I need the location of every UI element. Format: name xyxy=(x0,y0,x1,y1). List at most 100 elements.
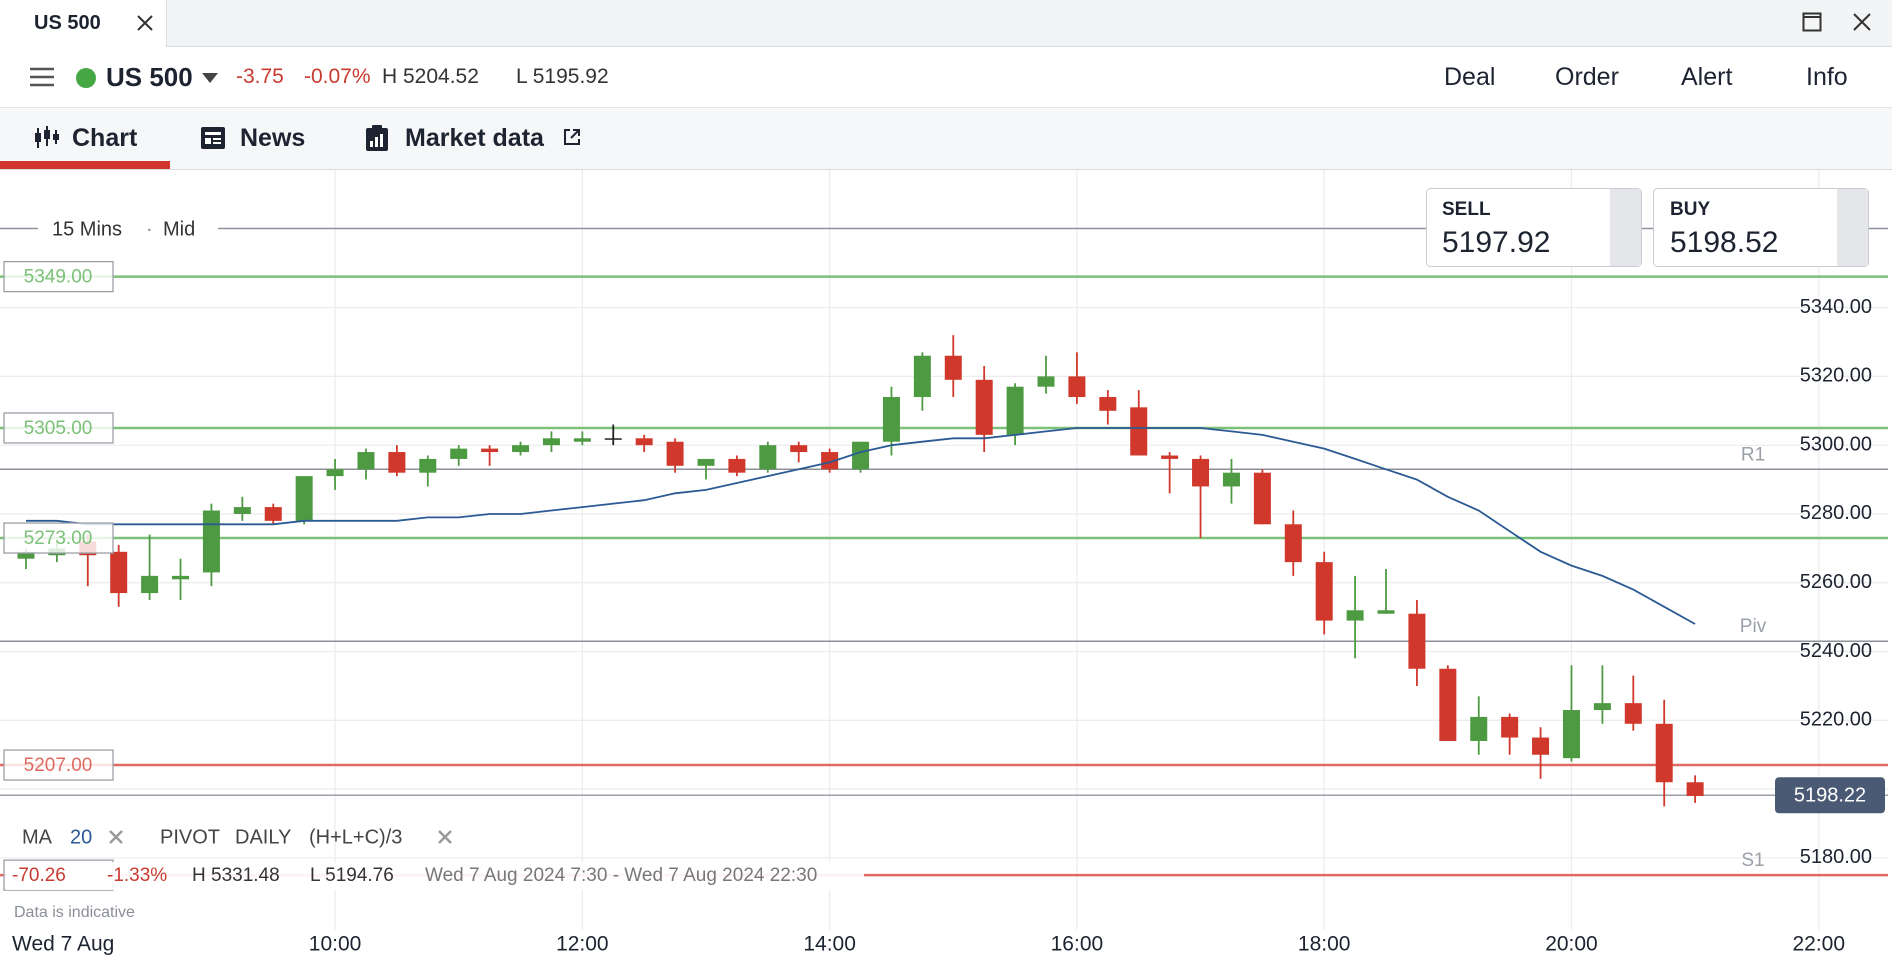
change-pct: -0.07% xyxy=(304,65,371,88)
candle-body xyxy=(790,445,808,453)
y-tick-label: 5180.00 xyxy=(1800,846,1872,868)
period-change: -70.26 xyxy=(12,865,66,886)
candle-body xyxy=(1562,710,1580,759)
candle-body xyxy=(1439,668,1457,741)
news-tab[interactable]: News xyxy=(240,124,306,152)
candle-body xyxy=(882,397,900,442)
level-label-box xyxy=(3,522,114,554)
candle-body xyxy=(1408,613,1426,669)
candle-body xyxy=(1284,524,1302,563)
toolbar: US 500 -3.75 -0.07% H 5204.52 L 5195.92 … xyxy=(0,47,1892,108)
pivot-formula[interactable]: (H+L+C)/3 xyxy=(309,826,402,848)
candle-body xyxy=(573,438,591,442)
remove-pivot-icon[interactable] xyxy=(438,830,452,844)
buy-ticket[interactable]: BUY 5198.52 xyxy=(1653,188,1869,267)
order-button[interactable]: Order xyxy=(1555,63,1619,91)
y-tick-label: 5280.00 xyxy=(1800,502,1872,524)
active-window-tab[interactable] xyxy=(0,0,167,47)
sell-box-stripe xyxy=(1610,189,1641,266)
period-high: H 5331.48 xyxy=(192,865,280,886)
buy-price[interactable]: 5198.52 xyxy=(1670,226,1778,259)
close-window-icon[interactable] xyxy=(1852,12,1872,32)
x-tick-label: 16:00 xyxy=(1051,933,1104,956)
sell-ticket[interactable]: SELL 5197.92 xyxy=(1426,188,1642,267)
remove-ma-icon[interactable] xyxy=(109,830,123,844)
period-range: Wed 7 Aug 2024 7:30 - Wed 7 Aug 2024 22:… xyxy=(425,865,817,886)
candle-body xyxy=(450,448,468,459)
timeframe-background xyxy=(38,214,218,244)
price-type[interactable]: Mid xyxy=(163,218,195,240)
change: -3.75 xyxy=(236,65,284,88)
pivot-label: R1 xyxy=(1741,444,1765,465)
candle-body xyxy=(728,458,746,473)
maximize-icon[interactable] xyxy=(1802,12,1822,32)
candle-body xyxy=(1377,610,1395,614)
level-label: 5305.00 xyxy=(24,418,93,439)
candle-body xyxy=(1593,703,1611,711)
moving-average-line xyxy=(26,427,1696,625)
candle-body xyxy=(542,438,560,446)
y-tick-label: 5300.00 xyxy=(1800,433,1872,455)
buy-box[interactable] xyxy=(1653,188,1869,267)
candle-body xyxy=(1532,737,1550,755)
chart-tab[interactable]: Chart xyxy=(72,124,138,152)
candle-body xyxy=(852,441,870,470)
candle-body xyxy=(975,379,993,435)
candle-body xyxy=(326,469,344,477)
x-tick-label: 10:00 xyxy=(309,933,362,956)
chart-icon xyxy=(35,126,59,148)
candle-body xyxy=(666,441,684,466)
menu-icon[interactable] xyxy=(30,67,54,87)
timeframe-selector[interactable]: 15 Mins · Mid xyxy=(38,214,218,244)
candle-body xyxy=(481,448,499,453)
pivot-period[interactable]: DAILY xyxy=(235,826,291,848)
y-tick-label: 5220.00 xyxy=(1800,709,1872,731)
candle-body xyxy=(1470,716,1488,741)
candle-body xyxy=(141,575,159,594)
market-data-tab[interactable]: Market data xyxy=(405,124,544,152)
pivot-name[interactable]: PIVOT xyxy=(160,826,220,848)
alert-button[interactable]: Alert xyxy=(1681,63,1733,91)
instrument-name[interactable]: US 500 xyxy=(106,62,193,92)
candle-body xyxy=(1037,376,1055,387)
x-tick-label: 12:00 xyxy=(556,933,609,956)
y-tick-label: 5240.00 xyxy=(1800,640,1872,662)
deal-button[interactable]: Deal xyxy=(1444,63,1496,91)
candle-body xyxy=(388,452,406,473)
buy-label[interactable]: BUY xyxy=(1670,199,1710,220)
candle-body xyxy=(1686,782,1704,797)
candle-body xyxy=(821,452,839,470)
candle-body xyxy=(512,445,530,453)
candle-body xyxy=(604,438,622,440)
candle-body xyxy=(759,445,777,470)
buy-box-stripe xyxy=(1837,189,1868,266)
close-tab-icon[interactable] xyxy=(136,14,154,32)
info-button[interactable]: Info xyxy=(1806,63,1848,91)
active-tab-indicator xyxy=(0,161,170,169)
candle-body xyxy=(1222,472,1240,487)
sell-label[interactable]: SELL xyxy=(1442,199,1491,220)
external-link-icon[interactable] xyxy=(562,127,582,147)
candle-body xyxy=(1655,723,1673,783)
window-tab-title[interactable]: US 500 xyxy=(34,12,101,34)
level-label-box xyxy=(3,749,114,781)
candle-body xyxy=(295,476,313,521)
candle-body xyxy=(1006,386,1024,435)
timeframe[interactable]: 15 Mins xyxy=(52,218,122,240)
level-label-box xyxy=(3,412,114,444)
sell-price[interactable]: 5197.92 xyxy=(1442,226,1550,259)
pivot-label: S1 xyxy=(1741,850,1764,871)
level-label: 5349.00 xyxy=(24,267,93,288)
candle-body xyxy=(697,458,715,466)
ma-name[interactable]: MA xyxy=(22,826,53,848)
sell-box[interactable] xyxy=(1426,188,1642,267)
candle-body xyxy=(1501,716,1519,738)
dropdown-caret[interactable] xyxy=(202,73,218,83)
ma-period[interactable]: 20 xyxy=(70,826,92,848)
news-icon xyxy=(201,127,225,149)
level-label-box xyxy=(3,260,114,293)
candle-body xyxy=(1068,376,1086,398)
candle-body xyxy=(1253,472,1271,525)
tab-bar: US 500 xyxy=(0,0,1892,47)
candle-body xyxy=(233,507,251,514)
